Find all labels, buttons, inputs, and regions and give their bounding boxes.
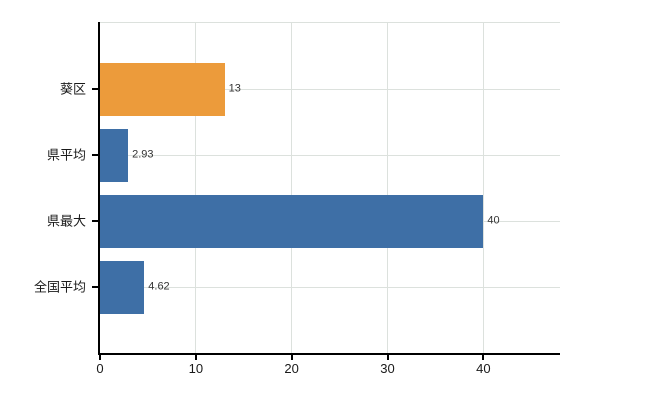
y-axis-tick: [92, 154, 99, 156]
category-label: 全国平均: [33, 279, 86, 295]
x-tick-label: 0: [96, 361, 104, 376]
plot-area: 0 10 20 30 40 13 2.93 40 4.62: [92, 22, 560, 375]
h-gridline: [100, 88, 560, 90]
y-axis-tick: [92, 220, 99, 222]
x-axis-tick: [194, 355, 197, 360]
h-gridline: [100, 286, 560, 288]
h-gridline: [100, 154, 560, 156]
bar-value-label: 4.62: [148, 280, 170, 293]
plot-top-border: [100, 22, 560, 23]
x-tick-label: 40: [476, 361, 491, 376]
bar-value-label: 40: [487, 214, 500, 227]
v-gridline: [291, 22, 293, 353]
bar-3: [100, 194, 484, 248]
x-tick-label: 10: [188, 361, 204, 376]
x-axis-tick: [482, 355, 485, 360]
x-axis-tick: [386, 355, 389, 360]
v-gridline: [482, 22, 484, 353]
category-label: 県平均: [46, 147, 86, 163]
y-axis-tick: [92, 286, 99, 288]
category-label: 葵区: [59, 81, 86, 97]
y-axis-line: [98, 22, 100, 355]
x-tick-label: 20: [284, 361, 299, 376]
y-axis-tick: [92, 88, 99, 90]
category-label: 県最大: [46, 213, 86, 229]
bar-value-label: 13: [228, 82, 241, 95]
bar-1: [100, 62, 225, 116]
x-axis-line: [98, 353, 560, 355]
v-gridline: [195, 22, 197, 353]
v-gridline: [387, 22, 388, 353]
x-tick-label: 30: [380, 361, 395, 376]
x-axis-tick: [99, 355, 101, 360]
bar-2: [100, 128, 129, 182]
bar-value-label: 2.93: [132, 148, 154, 161]
bar-4: [100, 260, 145, 314]
x-axis-tick: [290, 355, 293, 360]
